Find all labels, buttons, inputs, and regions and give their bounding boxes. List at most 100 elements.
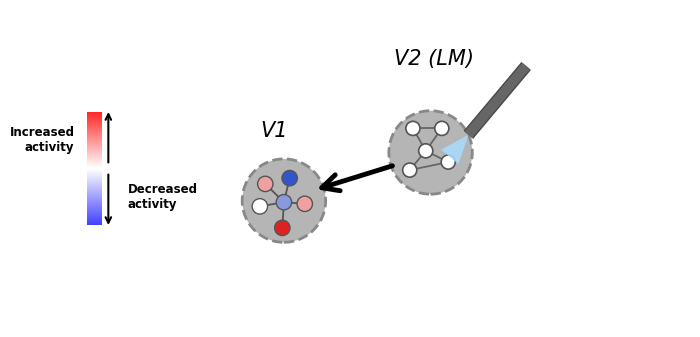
Polygon shape: [441, 135, 468, 164]
Bar: [88, 199, 102, 200]
Bar: [88, 207, 102, 208]
Bar: [88, 138, 102, 139]
Bar: [88, 167, 102, 168]
Bar: [88, 221, 102, 222]
Bar: [88, 163, 102, 164]
Circle shape: [282, 171, 298, 186]
Bar: [88, 178, 102, 179]
Bar: [88, 134, 102, 135]
Circle shape: [441, 155, 455, 169]
Bar: [88, 193, 102, 194]
Circle shape: [252, 199, 267, 214]
Bar: [88, 145, 102, 146]
Bar: [88, 131, 102, 132]
Bar: [88, 176, 102, 177]
Bar: [88, 136, 102, 137]
Bar: [88, 135, 102, 136]
Bar: [88, 203, 102, 204]
Bar: [88, 168, 102, 169]
Bar: [88, 217, 102, 218]
Circle shape: [297, 196, 312, 212]
Bar: [88, 197, 102, 198]
Bar: [88, 137, 102, 138]
Bar: [88, 208, 102, 209]
Bar: [88, 117, 102, 118]
Bar: [88, 171, 102, 172]
Circle shape: [276, 194, 292, 210]
Bar: [88, 179, 102, 180]
Bar: [88, 166, 102, 167]
Text: Decreased
activity: Decreased activity: [127, 183, 197, 211]
Bar: [88, 224, 102, 225]
Bar: [88, 120, 102, 121]
Bar: [88, 118, 102, 119]
Bar: [88, 127, 102, 128]
Bar: [88, 215, 102, 216]
Bar: [88, 115, 102, 116]
Bar: [88, 156, 102, 157]
Bar: [88, 190, 102, 191]
Bar: [88, 192, 102, 193]
Bar: [88, 213, 102, 214]
Bar: [88, 223, 102, 224]
Bar: [88, 152, 102, 153]
Bar: [88, 212, 102, 213]
Bar: [88, 114, 102, 115]
Bar: [88, 209, 102, 210]
Bar: [88, 183, 102, 184]
Bar: [88, 139, 102, 140]
Bar: [88, 128, 102, 129]
Bar: [88, 125, 102, 126]
Text: V1: V1: [260, 121, 288, 141]
Bar: [88, 195, 102, 196]
Circle shape: [435, 121, 449, 135]
Bar: [88, 174, 102, 175]
Bar: [88, 194, 102, 195]
Bar: [88, 162, 102, 163]
Bar: [88, 146, 102, 147]
Bar: [88, 175, 102, 176]
Bar: [88, 153, 102, 154]
Bar: [88, 130, 102, 131]
Text: V2 (LM): V2 (LM): [394, 49, 474, 69]
Bar: [88, 169, 102, 170]
Bar: [88, 133, 102, 134]
Bar: [88, 149, 102, 150]
Bar: [88, 170, 102, 171]
Bar: [88, 216, 102, 217]
Bar: [88, 143, 102, 144]
Bar: [88, 119, 102, 120]
Circle shape: [402, 163, 416, 177]
Circle shape: [419, 144, 433, 158]
Bar: [88, 172, 102, 173]
Bar: [88, 201, 102, 202]
Bar: [88, 211, 102, 212]
Bar: [88, 177, 102, 178]
Bar: [88, 187, 102, 188]
Bar: [88, 210, 102, 211]
Circle shape: [389, 111, 473, 194]
Bar: [88, 173, 102, 174]
Bar: [88, 144, 102, 145]
Bar: [88, 122, 102, 123]
Bar: [88, 189, 102, 190]
Bar: [88, 159, 102, 160]
Bar: [88, 218, 102, 219]
Bar: [88, 205, 102, 206]
Bar: [88, 196, 102, 197]
Bar: [88, 150, 102, 151]
Bar: [88, 182, 102, 183]
Bar: [88, 184, 102, 185]
Bar: [88, 158, 102, 159]
Bar: [88, 164, 102, 165]
Bar: [88, 198, 102, 199]
Bar: [88, 165, 102, 166]
Bar: [88, 161, 102, 162]
Bar: [88, 220, 102, 221]
Bar: [88, 121, 102, 122]
Bar: [88, 112, 102, 113]
Bar: [88, 214, 102, 215]
Bar: [88, 123, 102, 124]
Bar: [88, 200, 102, 201]
Bar: [88, 202, 102, 203]
